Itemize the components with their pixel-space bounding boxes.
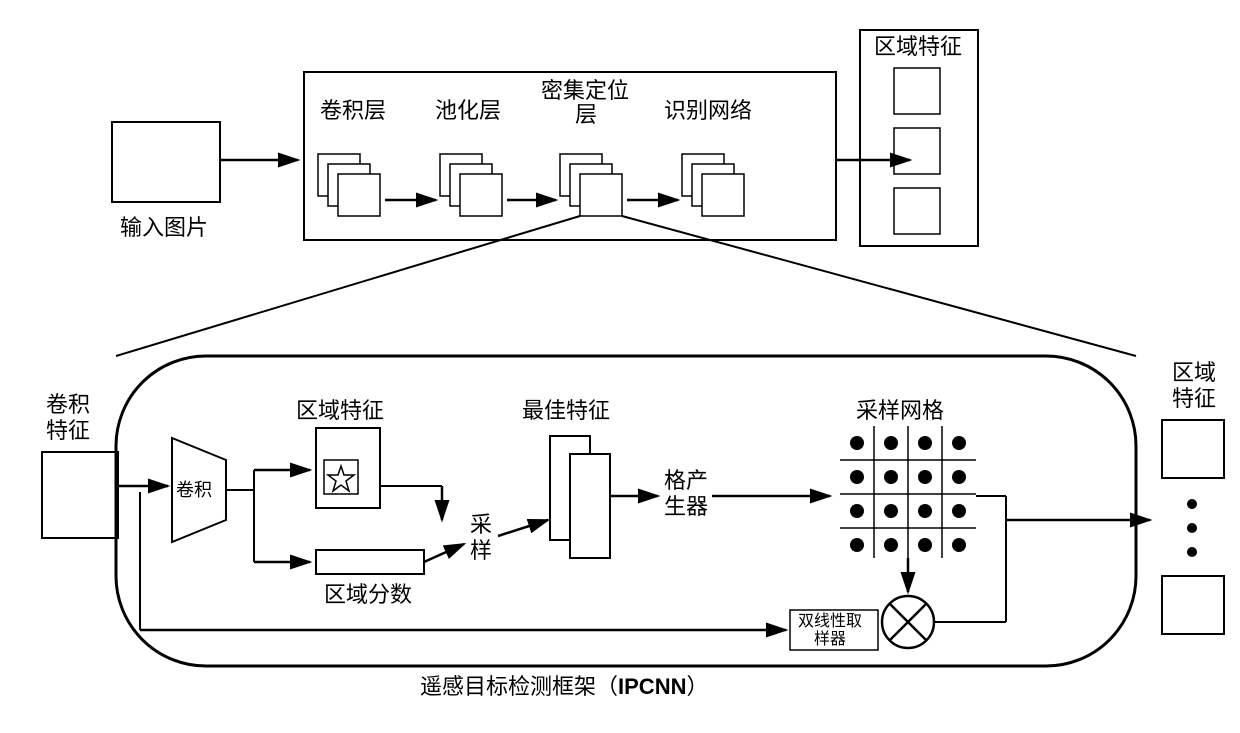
sampling-grid xyxy=(840,426,976,558)
dense-layer-label1: 密集定位 xyxy=(541,78,629,103)
star-icon xyxy=(328,466,354,491)
dense-stack xyxy=(560,154,622,216)
bilinear2: 样器 xyxy=(814,630,846,648)
region-out-box1 xyxy=(1162,420,1224,478)
framework-cn: 遥感目标检测框架（ xyxy=(420,674,618,699)
sample-v2: 样 xyxy=(470,538,492,563)
conv-feat-label1: 卷积 xyxy=(46,392,90,417)
best-feat-label: 最佳特征 xyxy=(522,398,610,423)
arrow-sample-best xyxy=(498,520,548,536)
input-image-box xyxy=(112,122,220,202)
region-out-box2 xyxy=(1162,576,1224,634)
arrow-regionscore-sample xyxy=(424,544,464,562)
region-feat-item1 xyxy=(894,68,940,114)
recog-stack xyxy=(682,154,744,216)
conv-feat-box xyxy=(42,452,118,538)
region-feat-item3 xyxy=(894,188,940,234)
region-features-title: 区域特征 xyxy=(874,34,962,59)
bilinear1: 双线性取 xyxy=(798,612,862,630)
framework-label: 遥感目标检测框架（IPCNN） xyxy=(420,674,708,699)
zoom-line-right xyxy=(622,216,1136,356)
region-score-label: 区域分数 xyxy=(324,582,412,607)
region-out2: 特征 xyxy=(1172,386,1216,411)
conv-word: 卷积 xyxy=(176,480,212,500)
region-score-box xyxy=(316,550,424,574)
grid-gen2: 生器 xyxy=(664,494,708,519)
conv-feat-label2: 特征 xyxy=(46,418,90,443)
ipcnn-framework-box xyxy=(116,356,1136,666)
ellipsis-dot2 xyxy=(1187,523,1197,533)
region-feat-label: 区域特征 xyxy=(296,398,384,423)
pool-stack xyxy=(440,154,502,216)
recog-net-label: 识别网络 xyxy=(664,98,752,123)
framework-close: ） xyxy=(686,674,708,699)
region-out1: 区域 xyxy=(1172,360,1216,385)
dense-layer-label2: 层 xyxy=(575,102,597,127)
ellipsis-dot1 xyxy=(1187,499,1197,509)
region-features-box xyxy=(860,30,978,246)
region-feat-item2 xyxy=(894,128,940,174)
sample-v1: 采 xyxy=(470,512,492,537)
conv-layer-label: 卷积层 xyxy=(320,98,386,123)
ellipsis-dot3 xyxy=(1187,547,1197,557)
input-image-label: 输入图片 xyxy=(120,215,208,240)
framework-en: IPCNN xyxy=(618,674,686,699)
best-feat-box2 xyxy=(570,454,610,558)
region-feat-outer xyxy=(316,428,380,508)
conv-stack xyxy=(318,154,380,216)
pool-layer-label: 池化层 xyxy=(435,98,501,123)
sampling-grid-label: 采样网格 xyxy=(856,398,944,423)
grid-gen1: 格产 xyxy=(664,468,708,493)
